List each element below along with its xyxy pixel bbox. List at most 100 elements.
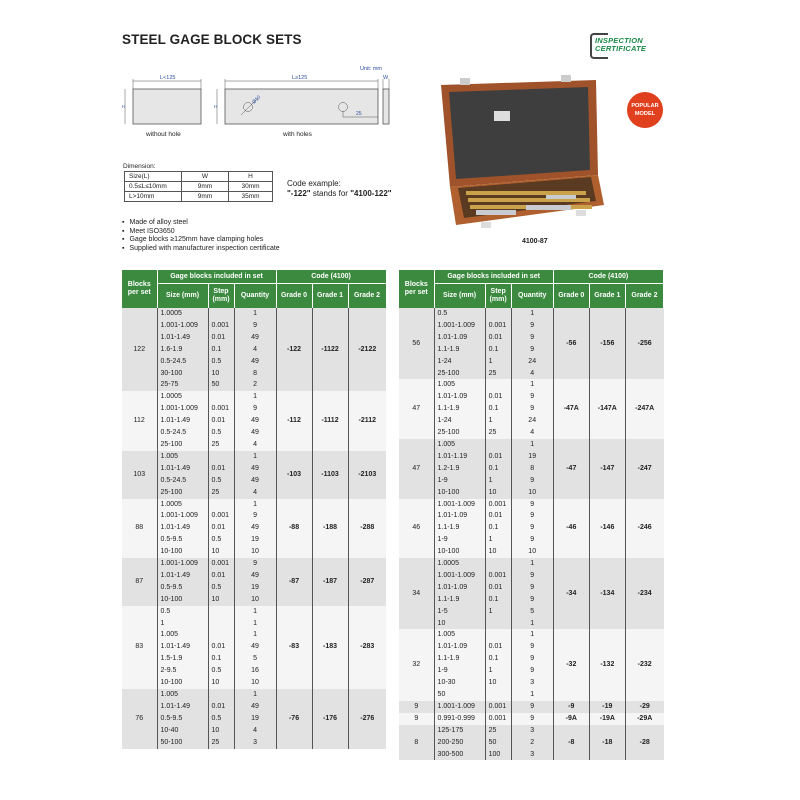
header-code: Code (4100)	[553, 270, 665, 284]
step-value: 0.001	[488, 571, 507, 579]
size-value: 10-100	[437, 548, 460, 556]
height-label-right: H	[214, 104, 217, 109]
set-row: 34 1.0005 1.001-1.009 1.01-1.09 1.1-1.9 1-5 10…	[399, 558, 664, 630]
code-example-middle: stands for	[310, 188, 351, 198]
size-cell: 1.005 1.01-1.49 0.5-24.5 25-100	[157, 450, 209, 499]
size-value: 0.5-9.5	[160, 583, 183, 591]
quantity-value: 9	[530, 393, 535, 401]
quantity-value: 10	[251, 548, 259, 556]
step-value: 10	[211, 726, 220, 734]
step-value: 10	[488, 548, 497, 556]
header-blocks-per-set: Blocks per set	[122, 270, 158, 308]
size-value: 1.005	[160, 452, 179, 460]
dimension-header-row: Size(L) W H	[124, 171, 273, 182]
dim-cell: 9mm	[181, 181, 229, 192]
code-example: Code example: "-122" stands for "4100-12…	[287, 179, 392, 198]
quantity-value: 1	[253, 452, 257, 460]
popular-model-badge: POPULAR MODEL	[627, 92, 663, 128]
size-value: 10-100	[160, 595, 183, 603]
badge-line2: MODEL	[634, 111, 656, 117]
quantity-value: 10	[251, 679, 259, 687]
size-value: 1.6-1.9	[160, 345, 183, 353]
grade0-code: -83	[276, 605, 313, 689]
step-value	[212, 391, 231, 403]
size-value: 25-75	[160, 381, 179, 389]
size-cell: 1.0005 1.001-1.009 1.01-1.49 0.5-24.5 25-100	[157, 391, 209, 451]
grade0-code: -9A	[553, 712, 590, 725]
quantity-value: 9	[530, 595, 535, 603]
step-cell: 0.001 0.01 0.1 1 10	[485, 498, 512, 559]
step-value: 0.01	[488, 393, 503, 401]
grade1-code: -183	[312, 605, 349, 689]
dim-header-w: W	[181, 171, 229, 182]
table-subheader-row: Size (mm) Step (mm) Quantity Grade 0 Grade 1…	[399, 283, 665, 308]
step-value: 50	[488, 738, 497, 746]
grade2-code: -256	[625, 308, 664, 380]
blocks-per-set: 47	[399, 379, 435, 439]
blocks-per-set: 34	[399, 558, 435, 630]
product-model-label: 4100-87	[522, 238, 548, 245]
size-value: 1-5	[437, 607, 448, 615]
step-value: 0.001	[488, 321, 507, 329]
grade0-code: -46	[553, 498, 590, 559]
blocks-per-set: 122	[122, 308, 158, 392]
set-row: 47 1.005 1.01-1.09 1.1-1.9 1-24 25-100 0.01 0.…	[399, 379, 664, 439]
dim-cell: L>10mm	[124, 191, 182, 202]
size-value: 0.5-9.5	[160, 714, 183, 722]
set-row: 8 125-175 200-250 300-500 25 50 100 3 2 3 -8 -18 -28	[399, 724, 664, 761]
size-value: 1.005	[437, 381, 456, 389]
set-row: 122 1.0005 1.001-1.009 1.01-1.49 1.6-1.9 0.5-…	[122, 308, 387, 392]
grade2-code: -247	[625, 438, 664, 499]
size-value: 300-500	[437, 750, 464, 758]
quantity-value: 9	[530, 571, 535, 579]
quantity-value: 10	[528, 488, 537, 496]
header-grade0: Grade 0	[553, 283, 590, 308]
header-quantity: Quantity	[234, 283, 277, 308]
size-value: 1.001-1.009	[160, 405, 198, 413]
header-grade2: Grade 2	[625, 283, 665, 308]
step-cell: 0.01 0.1 1 10	[485, 438, 512, 499]
grade1-code: -18	[589, 724, 626, 761]
step-value: 25	[211, 738, 220, 746]
grade1-code: -187	[312, 558, 349, 606]
size-cell: 1.005 1.01-1.19 1.2-1.9 1-9 10-100	[434, 438, 486, 499]
quantity-value: 49	[251, 357, 259, 365]
size-value: 25-100	[160, 488, 183, 496]
size-value: 200-250	[437, 738, 464, 746]
blocks-per-set: 103	[122, 450, 158, 499]
gage-block-sets-table-right: Blocks per set Gage blocks included in se…	[399, 270, 665, 761]
grade0-code: -47	[553, 438, 590, 499]
step-value: 0.01	[211, 524, 226, 532]
grade0-code: -9	[553, 700, 590, 713]
grade0-code: -32	[553, 629, 590, 701]
quantity-value: 19	[528, 452, 537, 460]
grade1-code: -1122	[312, 308, 349, 392]
size-value: 10	[437, 619, 446, 627]
header-included: Gage blocks included in set	[434, 270, 554, 284]
size-value: 1.2-1.9	[437, 464, 460, 472]
step-value: 1	[488, 476, 493, 484]
quantity-value: 1	[253, 500, 257, 508]
logo-line1: INSPECTION	[595, 36, 643, 45]
step-value	[489, 439, 508, 451]
feature-list: Made of alloy steel Meet ISO3650 Gage bl…	[122, 219, 280, 254]
size-cell: 1.001-1.009 1.01-1.09 1.1-1.9 1-9 10-100	[434, 498, 486, 559]
step-value: 0.001	[211, 512, 230, 520]
grade2-code: -287	[348, 558, 387, 606]
step-value: 1	[488, 667, 493, 675]
quantity-cell: 1 9 9 9 24 4	[511, 308, 554, 380]
header-grade1: Grade 1	[589, 283, 626, 308]
feature-item: Made of alloy steel	[122, 219, 280, 228]
grade2-code: -2122	[348, 308, 387, 392]
header-included: Gage blocks included in set	[157, 270, 277, 284]
step-value: 10	[488, 488, 497, 496]
size-value: 50	[437, 691, 446, 698]
step-value: 0.01	[211, 571, 226, 579]
size-value: 1.001-1.009	[437, 500, 475, 508]
quantity-value: 9	[530, 321, 535, 329]
size-value: 0.991-0.999	[437, 714, 475, 722]
quantity-value: 8	[530, 464, 535, 472]
quantity-value: 49	[251, 476, 259, 484]
quantity-value: 1	[253, 691, 257, 698]
grade1-code: -147	[589, 438, 626, 499]
